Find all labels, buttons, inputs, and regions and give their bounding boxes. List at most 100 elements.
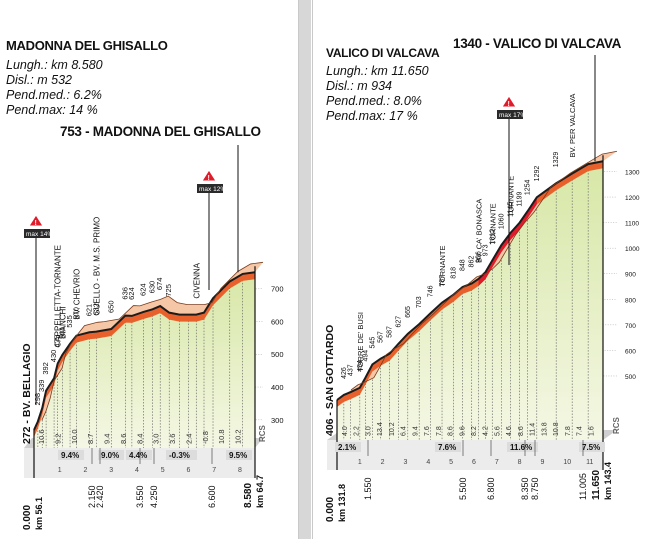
end-km-label: 11.650	[591, 470, 602, 500]
gradient-label: 9.2	[53, 434, 62, 444]
elevation-label: 454	[357, 360, 364, 372]
km-minor-label: 8	[238, 467, 242, 474]
km-tick-label: 11.005	[578, 473, 588, 500]
avg-gradient-label: 7.5%	[582, 443, 600, 452]
warning-icon: !	[208, 175, 210, 182]
avg-gradient-box	[166, 450, 197, 460]
gradient-label: 7.4	[577, 426, 584, 436]
gradient-label: 4.2	[483, 426, 490, 436]
km-minor-label: 6	[187, 467, 191, 474]
gradient-label: 10.0	[70, 429, 79, 444]
km-tick-label: 2.150	[87, 485, 97, 508]
elevation-label: 437	[348, 364, 355, 376]
elevation-label: 787	[439, 275, 446, 287]
avg-gradient-box	[435, 442, 461, 452]
km-minor-label: 5	[449, 459, 453, 466]
gradient-label: 9.4	[103, 434, 112, 444]
km-minor-label: 7	[212, 467, 216, 474]
km-tick-label: 6.800	[486, 477, 496, 500]
summit-label: 753 - MADONNA DEL GHISALLO	[60, 124, 261, 139]
y-tick-label: 300	[271, 416, 284, 425]
km-minor-label: 2	[381, 459, 385, 466]
gradient-label: 3.6	[168, 434, 177, 444]
elevation-label: 650	[106, 301, 115, 314]
gradient-label: 13.4	[377, 422, 384, 436]
gradient-label: 9.6	[459, 426, 466, 436]
y-tick-label: 800	[625, 297, 636, 304]
profile-top-edge	[41, 261, 264, 421]
elevation-label: 818	[450, 267, 457, 279]
elevation-label: 475	[53, 335, 62, 348]
elevation-label: 1012	[489, 229, 496, 245]
rcs-logo: RCS	[612, 416, 621, 434]
avg-gradient-box	[335, 442, 361, 452]
y-tick-label: 1200	[625, 195, 640, 202]
gradient-label: 10.2	[234, 429, 243, 444]
gradient-label: 2.2	[354, 426, 361, 436]
max-gradient-label: max 12%	[199, 186, 226, 193]
elevation-label: 906	[476, 251, 483, 263]
avg-gradient-label: 9.0%	[101, 451, 119, 460]
gradient-label: 8.2	[471, 426, 478, 436]
elevation-label: 501	[57, 326, 66, 339]
gradient-label: 13.8	[541, 422, 548, 436]
place-label: CAPPELLETTA-TORNANTE	[54, 245, 63, 347]
avg-gradient-label: 7.6%	[438, 443, 456, 452]
gradient-label: 7.6	[424, 426, 431, 436]
avg-gradient-box	[579, 442, 605, 452]
gradient-label: 3.0	[152, 434, 161, 444]
km-tick-label: 3.550	[135, 485, 145, 508]
place-label: BV. PER VALCAVA	[568, 94, 577, 158]
elevation-label: 621	[84, 304, 93, 317]
km-minor-label: 11	[586, 459, 593, 466]
elevation-label: 630	[147, 281, 156, 294]
elevation-label: 725	[164, 284, 173, 297]
y-tick-label: 1100	[625, 221, 639, 228]
elevation-label: 570	[72, 307, 81, 320]
panel-divider	[299, 0, 311, 539]
stat-length: Lungh.: km 8.580	[6, 58, 103, 72]
y-tick-label: 500	[625, 374, 636, 381]
km-minor-label: 3	[403, 459, 407, 466]
profile-panel-ghisallo: MADONNA DEL GHISALLO Lungh.: km 8.580 Di…	[0, 0, 299, 539]
distance-band	[327, 440, 603, 470]
profile-line	[33, 271, 256, 431]
elevation-label: 636	[120, 287, 129, 300]
elevation-label: 1254	[525, 179, 532, 195]
profile-panel-valcava: VALICO DI VALCAVA 1340 - VALICO DI VALCA…	[312, 0, 650, 539]
climb-stats: Lungh.: km 11.650 Disl.: m 934 Pend.med.…	[326, 64, 429, 124]
km-tick-label: 2.420	[95, 485, 105, 508]
avg-gradient-label: 4.4%	[129, 451, 147, 460]
avg-gradient-box	[507, 442, 538, 452]
y-tick-label: 500	[271, 350, 284, 359]
y-tick-label: 400	[271, 383, 284, 392]
avg-gradient-box	[226, 450, 252, 460]
y-tick-label: 600	[625, 348, 636, 355]
km-minor-label: 3	[109, 467, 113, 474]
km-tick-label: 1.550	[363, 477, 373, 500]
elevation-label: 746	[428, 285, 435, 297]
elevation-label: 298	[33, 393, 42, 406]
stat-avg-gradient: Pend.med.: 8.0%	[326, 94, 422, 108]
y-tick-label: 700	[271, 285, 284, 294]
place-label: GUELLO - BV. M.S. PRIMO	[92, 217, 101, 316]
profile-top-edge	[350, 150, 618, 391]
gradient-label: 5.6	[494, 426, 501, 436]
elevation-label: 632	[91, 303, 100, 316]
km-tick-label: 4.250	[149, 485, 159, 508]
elevation-label: 1060	[498, 213, 505, 229]
elevation-label: 426	[341, 367, 348, 379]
place-label: CIVENNA	[192, 262, 201, 298]
climb-title: VALICO DI VALCAVA	[326, 46, 440, 60]
climb-stats: Lungh.: km 8.580 Disl.: m 532 Pend.med.:…	[6, 58, 103, 118]
y-tick-label: 700	[625, 323, 636, 330]
elevation-label: 624	[127, 287, 136, 300]
stat-avg-gradient: Pend.med.: 6.2%	[6, 88, 102, 102]
elevation-label: 1329	[553, 152, 560, 168]
km-minor-label: 4	[135, 467, 139, 474]
warning-icon	[201, 169, 217, 182]
max-gradient-badge	[197, 184, 223, 193]
gradient-label: 10.2	[389, 422, 396, 436]
elevation-label: 973	[482, 244, 489, 256]
